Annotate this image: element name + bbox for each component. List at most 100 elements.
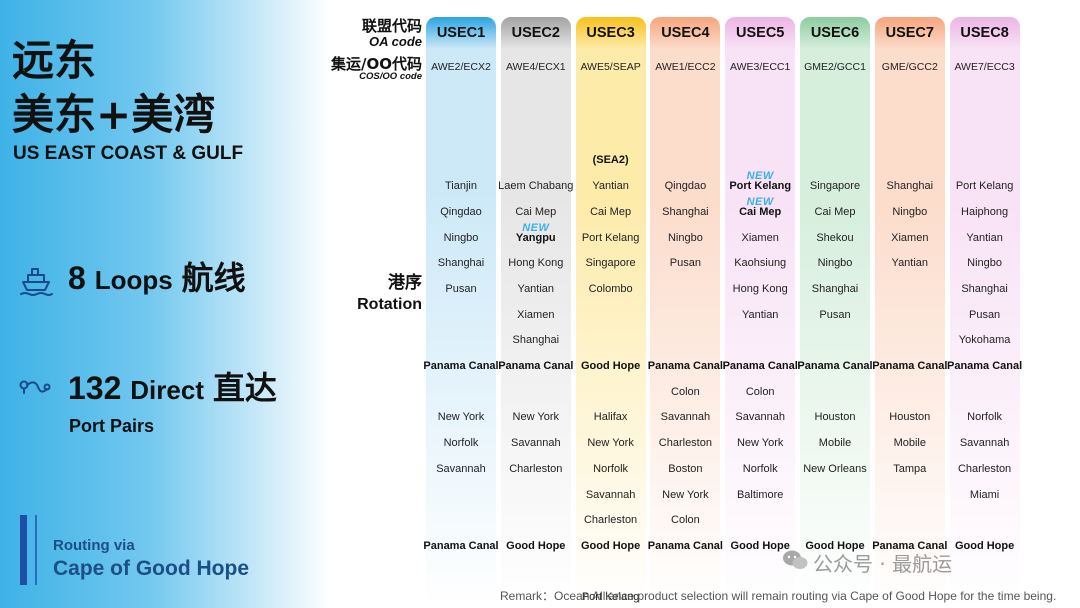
loops-word: Loops — [94, 265, 173, 295]
column-code: AWE1/ECC2 — [655, 61, 716, 73]
port-cell: Ningbo — [967, 257, 1003, 270]
port-cell: Laem Chabang — [498, 180, 574, 193]
column-header: USEC2 — [500, 17, 571, 49]
port-cell: New York — [512, 411, 560, 424]
port-cell: Yangpu — [515, 231, 556, 244]
port-cell: New York — [662, 488, 709, 501]
port-cell: Mobile — [818, 437, 852, 450]
routing-accent-line — [35, 515, 37, 585]
port-cell: Ningbo — [443, 231, 479, 244]
port-cell: Port Kelang — [581, 231, 640, 244]
port-cell: Charleston — [957, 462, 1012, 475]
ship-icon — [20, 268, 53, 296]
service-column-usec8: USEC8 AWE7/ECC3 Port Kelang Haiphong Yantian… — [947, 17, 1022, 608]
title-zh-line2: 美东+美湾 — [12, 90, 216, 139]
cos-code-label-zh: 集运/OO代码 — [331, 55, 422, 73]
port-cell: Panama Canal — [946, 360, 1023, 372]
port-cell: Yokohama — [958, 334, 1011, 347]
port-cell: New Orleans — [803, 462, 867, 475]
port-cell: Boston — [668, 462, 703, 475]
loops-number: 8 — [68, 260, 86, 296]
port-cell: Hong Kong — [508, 257, 564, 270]
oa-code-label-zh: 联盟代码 — [361, 17, 422, 35]
port-cell: Shanghai — [662, 205, 709, 218]
port-cell: Shanghai — [961, 282, 1008, 295]
rotation-label-zh: 港序 — [388, 273, 422, 293]
oa-code-label-en: OA code — [369, 34, 422, 49]
direct-number: 132 — [68, 370, 122, 406]
port-cell: (SEA2) — [592, 154, 629, 167]
port-cell: Yantian — [966, 231, 1003, 244]
loops-stat: 8 Loops 航线 — [68, 258, 246, 300]
port-cell: Baltimore — [736, 488, 784, 501]
watermark-text: 公众号 · 最航运 — [813, 552, 953, 576]
column-code: GME/GCC2 — [881, 61, 938, 73]
port-cell: Qingdao — [440, 205, 482, 218]
rotation-label-en: Rotation — [357, 296, 422, 313]
port-cell: Colon — [745, 385, 775, 398]
port-cell: Pusan — [819, 308, 851, 321]
port-cell: Port Kelang — [729, 180, 792, 193]
new-badge: NEW — [746, 195, 774, 208]
column-header: USEC7 — [874, 17, 945, 49]
port-cell: Good Hope — [580, 539, 641, 552]
new-badge: NEW — [746, 170, 774, 183]
port-cell: Charleston — [509, 462, 563, 475]
port-cell: Cai Mep — [515, 205, 557, 218]
port-cell: New York — [736, 437, 784, 450]
wechat-icon — [783, 550, 808, 569]
routing-name: Cape of Good Hope — [53, 557, 249, 580]
routing-via-label: Routing via — [53, 537, 135, 554]
service-column-usec1: USEC1 AWE2/ECX2 Tianjin Qingdao Ningbo Shangh… — [423, 17, 499, 608]
port-cell: Pusan — [445, 282, 477, 295]
port-cell: Panama Canal — [872, 360, 948, 372]
port-cell: New York — [587, 437, 634, 450]
column-header: USEC8 — [949, 17, 1020, 49]
new-badge: NEW — [522, 221, 550, 234]
port-cell: Panama Canal — [498, 360, 574, 372]
port-cell: Good Hope — [580, 360, 641, 372]
column-code: AWE4/ECX1 — [505, 61, 566, 73]
port-cell: Halifax — [593, 411, 628, 424]
column-header: USEC5 — [725, 17, 796, 49]
port-cell: Ningbo — [817, 257, 853, 270]
port-cell: Panama Canal — [797, 360, 873, 372]
loops-zh: 航线 — [181, 259, 246, 297]
port-cell: Miami — [969, 488, 1000, 501]
service-column-usec5: USEC5 AWE3/ECC1 NEW Port Kelang NEW Cai Mep Xi… — [723, 17, 798, 608]
port-cell: Tianjin — [445, 180, 477, 193]
port-cell: Xiamen — [891, 231, 929, 244]
port-cell: Pusan — [669, 257, 701, 270]
port-cell: Port Kelang — [955, 180, 1014, 193]
service-column-usec6: USEC6 GME2/GCC1 Singapore Cai Mep Shekou Ning… — [797, 17, 873, 608]
direct-zh: 直达 — [212, 369, 277, 407]
remark-text: Remark：Ocean Alliance product selection … — [500, 589, 1057, 603]
port-cell: Norfolk — [967, 411, 1003, 424]
port-cell: Tampa — [893, 462, 927, 475]
port-cell: Port Kelang — [581, 591, 640, 604]
service-column-usec7: USEC7 GME/GCC2 Shanghai Ningbo Xiamen Yantian… — [872, 17, 947, 608]
column-code: AWE3/ECC1 — [730, 61, 791, 73]
port-cell: Pusan — [968, 308, 1001, 321]
port-cell: Yantian — [891, 257, 929, 270]
port-cell: Qingdao — [664, 180, 707, 193]
port-cell: Xiamen — [741, 231, 779, 244]
port-cell: Panama Canal — [722, 360, 798, 372]
column-header: USEC1 — [426, 17, 496, 49]
port-cell: Charleston — [583, 514, 638, 527]
service-column-usec2: USEC2 AWE4/ECX1 Laem Chabang Cai Mep NEW Yang… — [498, 17, 573, 608]
column-code: AWE7/ECC3 — [954, 61, 1015, 73]
port-cell: Xiamen — [517, 308, 555, 321]
left-panel: 远东 美东+美湾 US EAST COAST & GULF 8 Loops 航线… — [0, 0, 330, 608]
port-cell: Mobile — [893, 437, 926, 450]
column-header: USEC6 — [800, 17, 870, 49]
port-cell: Shekou — [816, 231, 854, 244]
port-cell: Ningbo — [667, 231, 703, 244]
port-cell: Savannah — [735, 411, 785, 424]
column-header: USEC3 — [575, 17, 646, 49]
port-cell: Cai Mep — [590, 205, 632, 218]
port-cell: Houston — [814, 411, 856, 424]
port-cell: Kaohsiung — [734, 257, 787, 270]
port-cell: Shanghai — [512, 334, 560, 347]
port-cell: Norfolk — [593, 462, 629, 475]
